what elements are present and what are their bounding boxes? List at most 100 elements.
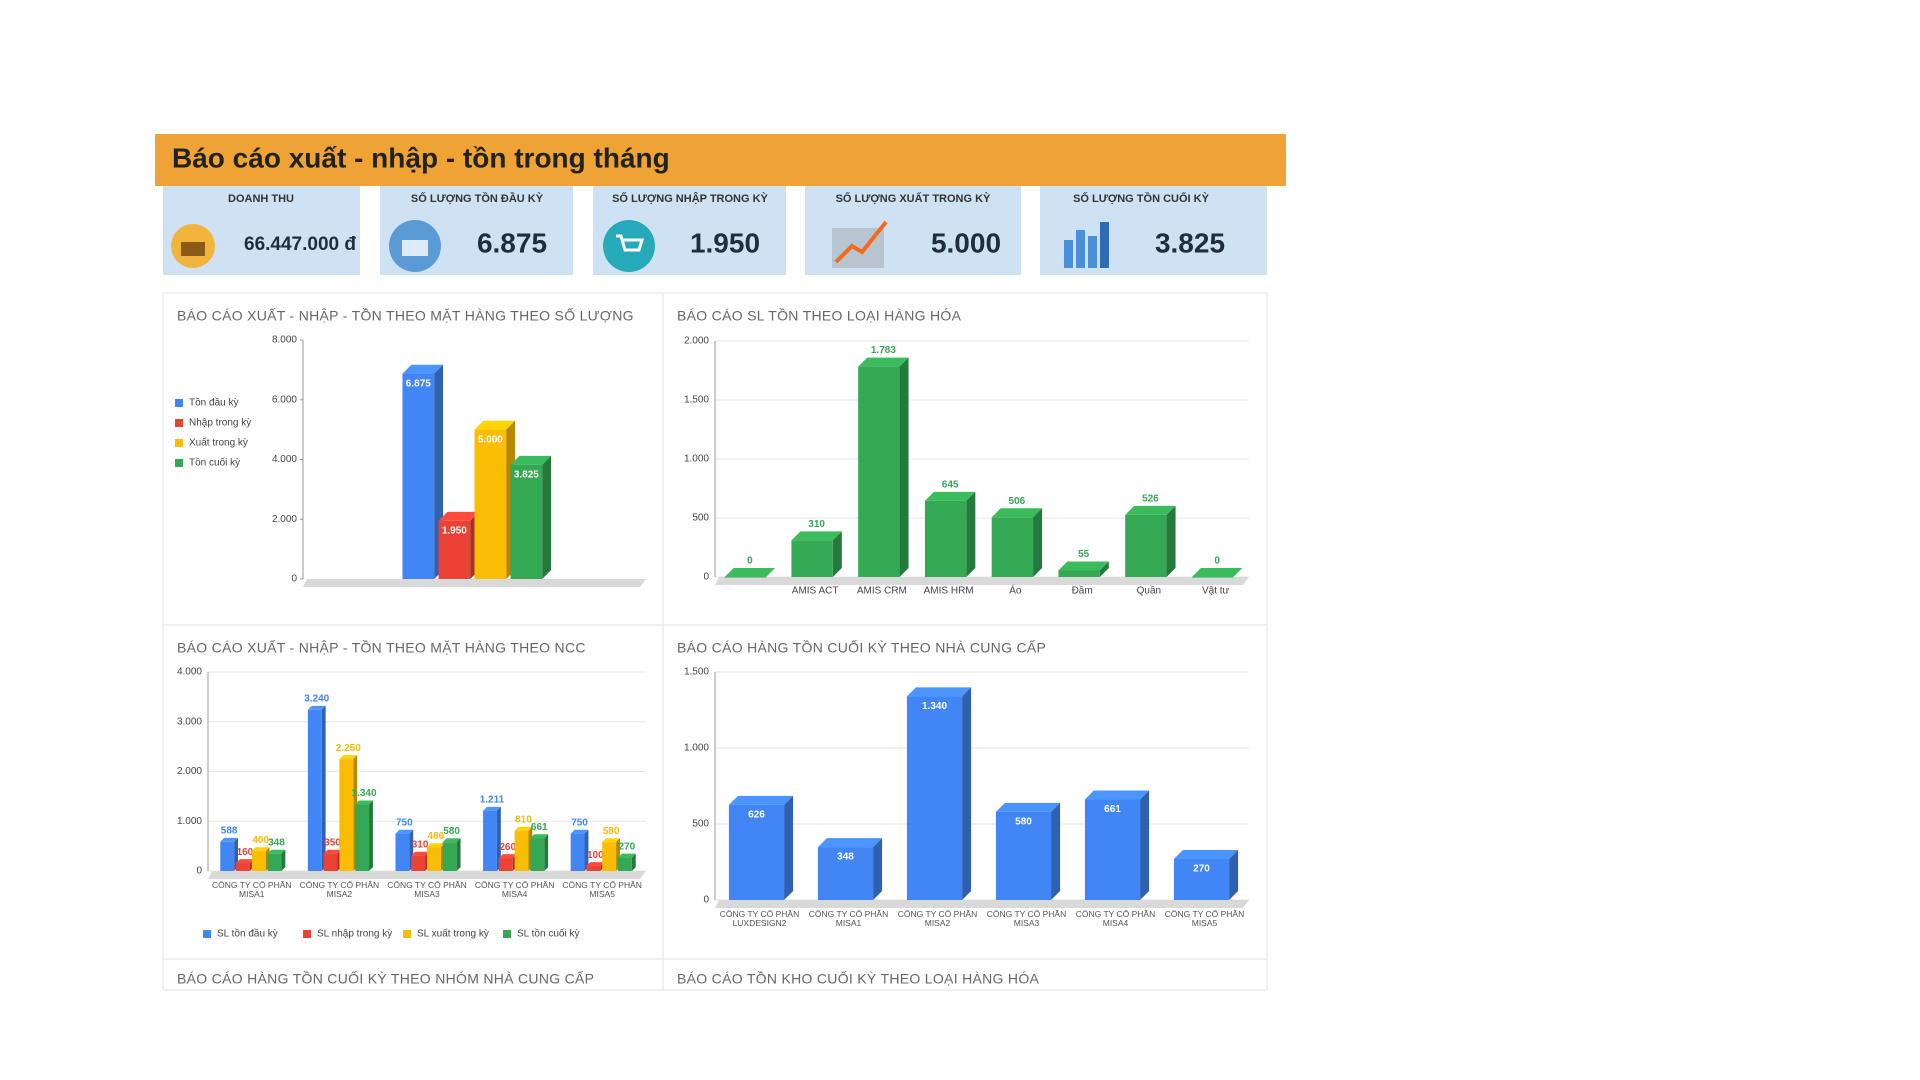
bar <box>1173 858 1230 900</box>
x-tick-label-box: CÔNG TY CỔ PHẦN MISA3 <box>987 910 1067 928</box>
bar-top <box>442 838 461 843</box>
data-label: 160 <box>237 847 254 858</box>
x-tick-label: CÔNG TY CỔ PHẦN LUXDesign2 <box>719 910 800 928</box>
bar-side <box>584 829 589 871</box>
bar-top <box>427 843 445 848</box>
bar-top <box>1191 568 1243 577</box>
kpi-card: DOANH THU 66.447.000 đ <box>163 186 360 275</box>
bar-side <box>1051 802 1061 900</box>
legend-swatch <box>175 459 183 467</box>
data-label: 2.250 <box>336 743 361 754</box>
bar-top <box>1125 505 1176 515</box>
panel <box>162 624 664 960</box>
bar <box>442 842 457 871</box>
legend-label: SL tồn đầu kỳ <box>217 928 278 940</box>
data-label: 750 <box>396 817 413 828</box>
bar <box>236 863 250 871</box>
y-tick-label: 0 <box>703 895 709 906</box>
bar-top <box>817 838 883 848</box>
y-tick-label: 3.000 <box>177 716 202 727</box>
data-label: 1.340 <box>352 788 377 799</box>
bar <box>728 804 785 900</box>
data-label: 310 <box>808 519 825 530</box>
bar <box>791 540 833 577</box>
bar <box>438 520 471 579</box>
kpi-value: 66.447.000 đ <box>244 234 356 255</box>
y-tick-label: 0 <box>196 866 202 877</box>
chart-title: BÁO CÁO XUẤT - NHẬP - TỒN THEO MẶT HÀNG … <box>177 307 634 324</box>
data-label: 6.875 <box>406 378 431 389</box>
kpi-label: SỐ LƯỢNG TỒN ĐẦU KỲ <box>411 191 544 205</box>
legend-swatch <box>175 439 183 447</box>
x-tick-label: CÔNG TY CỔ PHẦN MISA1 <box>808 910 889 928</box>
x-tick-label-box: CÔNG TY CỔ PHẦN MISA4 <box>474 881 555 899</box>
bar-side <box>1033 508 1043 577</box>
x-tick-label-box: CÔNG TY CỔ PHẦN MISA3 <box>387 881 467 899</box>
y-tick-label: 1.000 <box>684 743 709 754</box>
data-label: 350 <box>324 837 341 848</box>
header-title: Báo cáo xuất - nhập - tồn trong tháng <box>172 142 670 173</box>
bar-top <box>586 862 605 867</box>
bar-top <box>395 829 414 834</box>
bar <box>474 429 507 579</box>
data-label: 348 <box>268 837 285 848</box>
panel-title: BÁO CÁO HÀNG TỒN CUỐI KỲ THEO NHÓM NHÀ C… <box>177 970 594 987</box>
bar-top <box>991 508 1043 518</box>
bar <box>1191 577 1234 578</box>
y-tick-label: 1.500 <box>684 667 709 678</box>
bar-top <box>220 837 239 842</box>
x-tick-label: AMIS HRM <box>924 586 974 597</box>
data-label: 750 <box>571 817 588 828</box>
kpi-icon <box>402 240 428 256</box>
y-tick-label: 1.500 <box>684 395 709 406</box>
header-bar <box>155 134 1286 186</box>
kpi-label: SỐ LƯỢNG NHẬP TRONG KỲ <box>612 191 768 205</box>
bar-side <box>899 357 909 577</box>
x-tick-label: AMIS ACT <box>792 586 839 597</box>
panel <box>662 958 1268 991</box>
data-label: 661 <box>1104 804 1121 815</box>
bar-top <box>995 802 1061 812</box>
x-tick-label: CÔNG TY CỔ PHẦN MISA3 <box>387 881 467 899</box>
chart: BÁO CÁO XUẤT - NHẬP - TỒN THEO MẶT HÀNG … <box>162 624 664 960</box>
data-label: 3.240 <box>304 694 329 705</box>
bar <box>251 851 266 871</box>
bar <box>991 517 1034 577</box>
bar <box>586 866 601 871</box>
x-tick-label: AMIS CRM <box>857 586 907 597</box>
bar-top <box>617 853 636 858</box>
legend-label: Tồn cuối kỳ <box>189 457 240 469</box>
bar <box>602 842 617 871</box>
x-tick-label-box: CÔNG TY CỔ PHẦN MISA5 <box>562 881 642 899</box>
kpi-card: SỐ LƯỢNG TỒN CUỐI KỲ 3.825 <box>1040 186 1267 275</box>
bar-top <box>728 795 794 805</box>
kpi-icon <box>603 220 655 272</box>
x-tick-label: CÔNG TY CỔ PHẦN MISA5 <box>1164 910 1245 928</box>
x-tick-label-box: CÔNG TY CỔ PHẦN MISA1 <box>808 910 889 928</box>
bar-top <box>411 851 429 856</box>
bar-side <box>631 853 636 871</box>
data-label: 260 <box>499 842 516 853</box>
chart-title: BÁO CÁO HÀNG TỒN CUỐI KỲ THEO NHÀ CUNG C… <box>677 639 1046 656</box>
x-tick-label-box: CÔNG TY CỔ PHẦN MISA2 <box>898 910 978 928</box>
x-tick-label: CÔNG TY CỔ PHẦN MISA4 <box>474 881 555 899</box>
bar-top <box>530 834 549 839</box>
chart: BÁO CÁO SL TỒN THEO LOẠI HÀNG HÓA 0 500 1.0… <box>662 292 1268 626</box>
chart-title: BÁO CÁO XUẤT - NHẬP - TỒN THEO MẶT HÀNG … <box>177 639 586 656</box>
legend-swatch <box>303 930 311 938</box>
bar-top <box>323 849 342 854</box>
bar-top <box>514 826 533 831</box>
y-tick-label: 1.000 <box>177 816 202 827</box>
x-tick-label: CÔNG TY CỔ PHẦN MISA1 <box>212 881 292 899</box>
bar-side <box>544 834 549 871</box>
data-label: 1.783 <box>871 345 896 356</box>
kpi-icon <box>616 234 645 252</box>
legend-label: SL xuất trong kỳ <box>417 928 489 940</box>
y-tick-label: 500 <box>692 819 709 830</box>
kpi-value: 6.875 <box>477 227 547 258</box>
bar <box>339 759 354 871</box>
bar-top <box>402 364 444 374</box>
data-label: 480 <box>428 831 445 842</box>
bar <box>817 847 874 900</box>
